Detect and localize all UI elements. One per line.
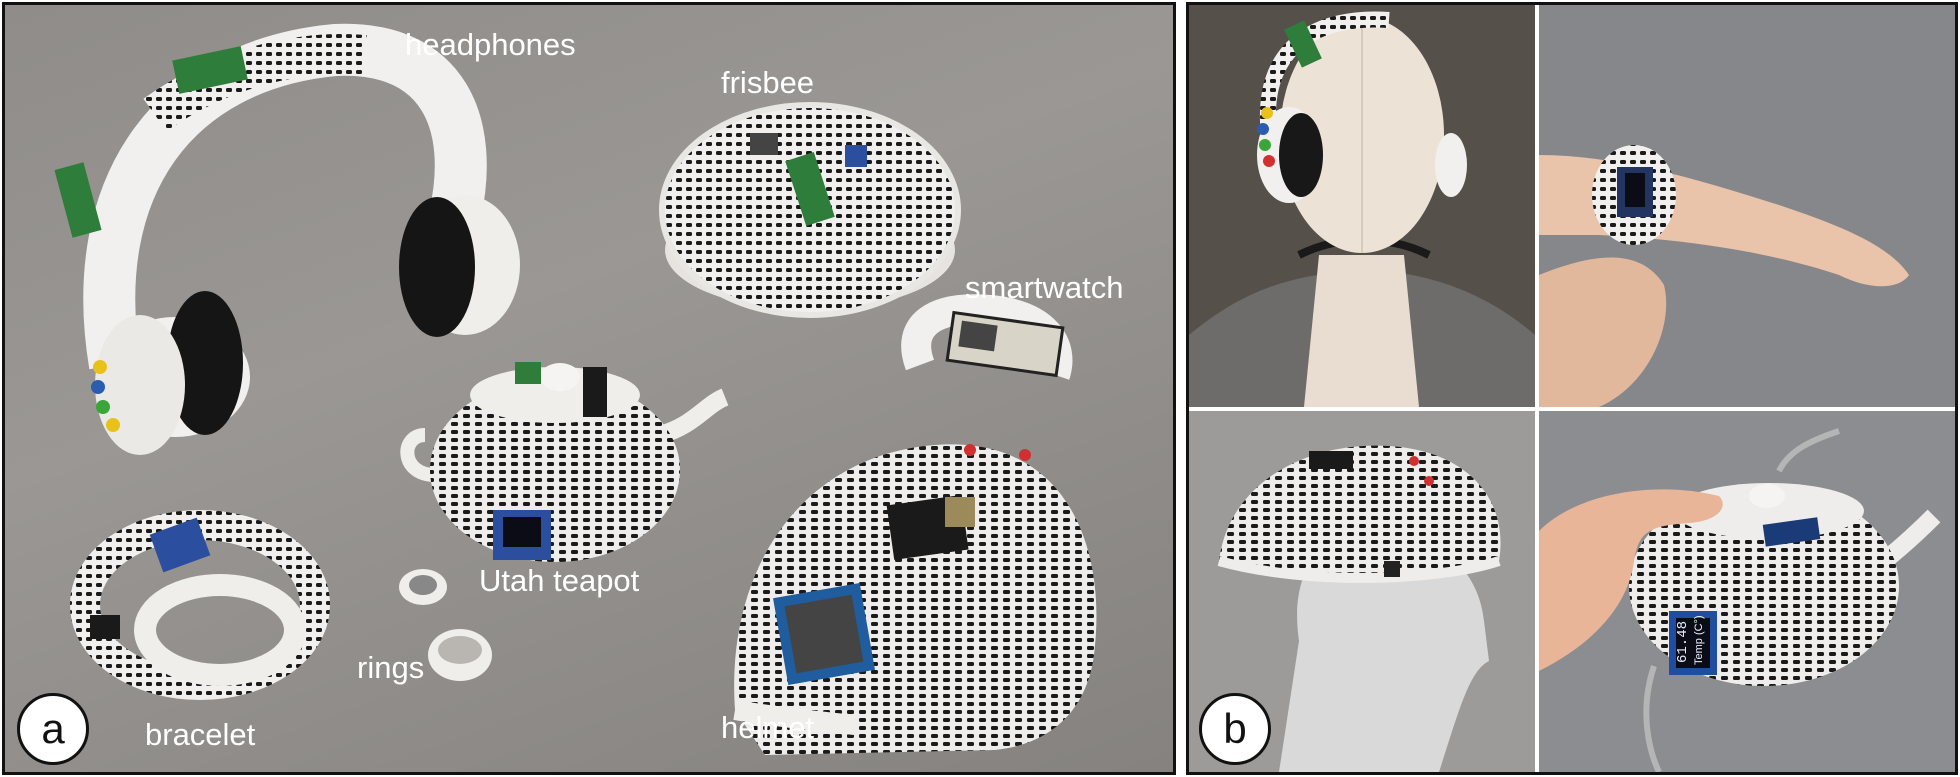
photo-teapot-hand: 61.48 Temp (C°) — [1539, 411, 1955, 772]
panel-a-badge: a — [17, 693, 89, 765]
label-frisbee: frisbee — [721, 65, 815, 100]
objects-photo — [54, 23, 1097, 755]
photo-headphones-mannequin — [1189, 5, 1535, 407]
photo-smartwatch-wrist — [1539, 5, 1955, 407]
smartwatch-object — [901, 294, 1073, 380]
bracelet-object — [70, 510, 330, 700]
label-smartwatch: smartwatch — [965, 270, 1124, 305]
label-bracelet: bracelet — [145, 717, 256, 752]
panel-a: headphones frisbee smartwatch Utah teapo… — [2, 2, 1176, 775]
label-helmet: helmet — [721, 710, 815, 745]
teapot-display-label: Temp (C°) — [1693, 615, 1705, 665]
label-rings: rings — [357, 650, 425, 685]
label-utah-teapot: Utah teapot — [479, 563, 640, 598]
headphones-object — [54, 23, 520, 455]
teapot-display-value: 61.48 — [1675, 620, 1691, 663]
label-headphones: headphones — [405, 27, 576, 62]
helmet-object — [733, 444, 1097, 755]
frisbee-object — [659, 102, 961, 318]
rings-object — [399, 569, 492, 681]
utah-teapot-object — [400, 362, 729, 562]
panel-b: 61.48 Temp (C°) b — [1186, 2, 1958, 775]
panel-b-badge: b — [1199, 693, 1271, 765]
